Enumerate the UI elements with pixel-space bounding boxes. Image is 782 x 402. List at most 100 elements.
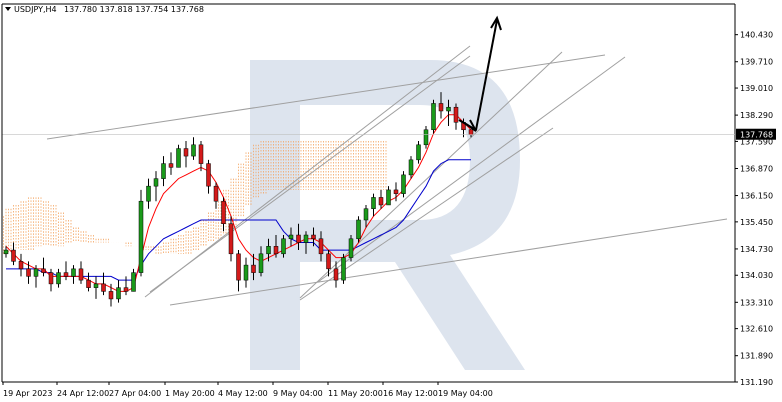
candle-body xyxy=(48,272,54,285)
channel-line[interactable] xyxy=(317,56,626,283)
candle-body xyxy=(33,268,39,277)
candle-body xyxy=(356,219,361,240)
y-tick-label: 138.290 xyxy=(740,111,773,120)
trend-channel-lines xyxy=(46,45,728,306)
y-tick-label: 136.150 xyxy=(740,192,773,201)
candle-body xyxy=(303,234,309,243)
candle-body xyxy=(228,223,234,255)
candle-body xyxy=(326,253,331,270)
candle-body xyxy=(123,287,129,292)
candle-body xyxy=(318,238,324,255)
channel-line[interactable] xyxy=(169,218,728,306)
candle-body xyxy=(221,200,226,224)
x-tick-label: 16 May 12:00 xyxy=(383,389,438,398)
candle-body xyxy=(363,208,369,221)
candle-body xyxy=(311,234,316,240)
candle-body xyxy=(258,253,264,273)
candle-body xyxy=(393,189,399,194)
x-tick-label: 24 Apr 12:00 xyxy=(57,389,109,398)
y-tick-label: 134.030 xyxy=(740,271,773,280)
candle-body xyxy=(18,261,24,270)
candle-body xyxy=(86,279,91,288)
candle-body xyxy=(3,249,9,255)
x-tick-label: 19 May 04:00 xyxy=(438,389,493,398)
x-tick-label: 1 May 20:00 xyxy=(165,389,215,398)
candle-body xyxy=(296,234,301,243)
x-tick-label: 19 Apr 2023 xyxy=(3,389,52,398)
candle-body xyxy=(213,185,219,202)
candle-body xyxy=(401,174,406,194)
price-axis: 140.430 139.710 139.010 138.290 137.590 136.8… xyxy=(2,4,776,387)
candle-body xyxy=(236,253,241,281)
candle-body xyxy=(93,283,99,288)
y-tick-label: 135.450 xyxy=(740,218,773,227)
x-tick-label: 4 May 12:00 xyxy=(218,389,268,398)
candle-body xyxy=(71,268,76,277)
candle-body xyxy=(378,197,384,206)
candle-body xyxy=(431,103,436,131)
ichimoku-lines xyxy=(5,114,472,292)
channel-line[interactable] xyxy=(46,54,606,140)
candle-body xyxy=(108,291,114,300)
time-axis: 19 Apr 2023 24 Apr 12:00 27 Apr 04:00 1 May… xyxy=(1,3,735,398)
candle-body xyxy=(11,249,16,262)
x-tick-label: 9 May 04:00 xyxy=(273,389,323,398)
candle-body xyxy=(191,144,196,157)
candle-body xyxy=(161,163,166,179)
dropdown-triangle-icon[interactable] xyxy=(5,7,11,11)
candle-body xyxy=(348,238,354,258)
candle-body xyxy=(288,234,294,240)
candle-body xyxy=(438,103,444,112)
channel-line[interactable] xyxy=(149,55,471,293)
candle-body xyxy=(416,144,421,161)
current-price-box xyxy=(736,128,776,140)
candle-body xyxy=(78,268,84,281)
x-tick-label: 27 Apr 04:00 xyxy=(109,389,161,398)
candle-body xyxy=(408,159,414,176)
y-tick-label: 136.870 xyxy=(740,164,773,173)
candle-body xyxy=(333,268,339,281)
candle-body xyxy=(153,178,159,187)
y-tick-label: 139.710 xyxy=(740,58,773,67)
forecast-arrow-up xyxy=(475,19,498,131)
symbol-label: USDJPY,H4 xyxy=(14,5,57,14)
y-tick-label: 139.010 xyxy=(740,84,773,93)
candle-body xyxy=(468,129,474,135)
candle-body xyxy=(251,264,256,273)
ohlc-values: 137.780 137.818 137.754 137.768 xyxy=(64,5,204,14)
current-price-label: 137.768 xyxy=(740,131,773,140)
candle-body xyxy=(341,257,346,281)
candle-body xyxy=(198,144,204,164)
y-tick-label: 133.310 xyxy=(740,298,773,307)
candle-body xyxy=(183,148,189,157)
candle-body xyxy=(56,272,61,285)
y-tick-label: 131.190 xyxy=(740,378,773,387)
candle-body xyxy=(266,246,271,255)
watermark-shape xyxy=(250,60,525,370)
candle-body xyxy=(101,283,106,292)
candlestick-series xyxy=(3,92,474,307)
candle-body xyxy=(176,148,181,168)
candle-body xyxy=(206,163,211,187)
candle-body xyxy=(243,264,249,281)
arrow-head-down xyxy=(465,119,477,132)
candle-body xyxy=(131,272,136,292)
candle-body xyxy=(273,246,279,255)
candle-body xyxy=(386,189,391,206)
y-tick-label: 137.590 xyxy=(740,137,773,146)
candle-body xyxy=(41,268,46,273)
candle-body xyxy=(453,106,459,123)
x-tick-label: 11 May 20:00 xyxy=(328,389,383,398)
candle-body xyxy=(146,185,151,202)
forecast-arrows xyxy=(458,15,502,132)
chart-header: USDJPY,H4 137.780 137.818 137.754 137.76… xyxy=(5,5,204,14)
y-tick-label: 132.610 xyxy=(740,325,773,334)
candle-body xyxy=(281,238,286,255)
candle-body xyxy=(423,129,429,146)
candle-body xyxy=(63,272,69,277)
y-tick-label: 131.890 xyxy=(740,352,773,361)
candle-body xyxy=(168,163,174,168)
y-tick-label: 134.730 xyxy=(740,245,773,254)
